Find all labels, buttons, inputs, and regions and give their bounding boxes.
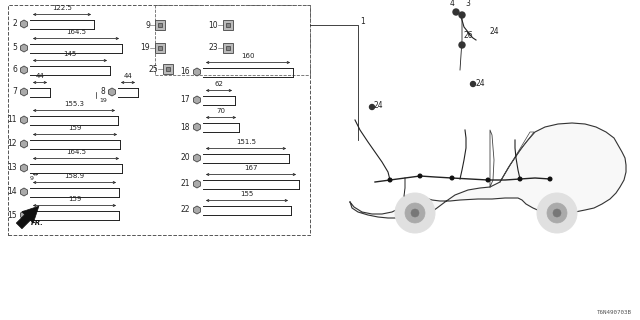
Bar	[163, 64, 173, 74]
Circle shape	[486, 178, 490, 182]
Bar	[226, 23, 230, 27]
Text: 159: 159	[68, 125, 82, 131]
Polygon shape	[20, 44, 28, 52]
Text: 11: 11	[8, 116, 17, 124]
Text: 44: 44	[36, 73, 44, 79]
Text: 15: 15	[8, 211, 17, 220]
Circle shape	[537, 193, 577, 233]
Polygon shape	[20, 20, 28, 28]
Text: 19: 19	[99, 98, 107, 103]
Text: 26: 26	[464, 31, 474, 40]
Bar	[158, 23, 162, 27]
Text: 16: 16	[180, 68, 190, 76]
Text: 22: 22	[180, 205, 190, 214]
Text: 9: 9	[30, 175, 34, 180]
Text: 122.5: 122.5	[52, 5, 72, 11]
Text: 44: 44	[124, 73, 132, 79]
Text: 24: 24	[475, 78, 484, 87]
Text: 24: 24	[374, 101, 383, 110]
Text: 155.3: 155.3	[64, 101, 84, 107]
Circle shape	[470, 82, 476, 86]
Text: 8: 8	[100, 87, 105, 97]
Bar	[223, 43, 233, 53]
Polygon shape	[20, 140, 28, 148]
Polygon shape	[350, 123, 626, 218]
Text: 151.5: 151.5	[236, 139, 256, 145]
Bar	[226, 46, 230, 50]
Bar	[8, 5, 310, 235]
Circle shape	[388, 178, 392, 182]
Circle shape	[418, 174, 422, 178]
Circle shape	[459, 12, 465, 18]
Bar	[223, 20, 233, 30]
Text: 164.5: 164.5	[66, 149, 86, 155]
Text: 12: 12	[8, 140, 17, 148]
Bar	[155, 5, 310, 75]
Text: 25: 25	[148, 65, 158, 74]
Polygon shape	[20, 88, 28, 96]
Text: 3: 3	[465, 0, 470, 8]
Text: 155: 155	[241, 191, 253, 197]
Circle shape	[453, 9, 459, 15]
Circle shape	[405, 203, 425, 223]
Text: 2: 2	[12, 20, 17, 28]
Bar	[155, 43, 165, 53]
Bar	[166, 67, 170, 71]
Circle shape	[548, 177, 552, 181]
Text: 164.5: 164.5	[66, 29, 86, 35]
Text: FR.: FR.	[31, 220, 44, 226]
Polygon shape	[193, 123, 200, 131]
Polygon shape	[20, 188, 28, 196]
Text: 10: 10	[209, 20, 218, 29]
Circle shape	[395, 193, 435, 233]
Polygon shape	[16, 206, 39, 229]
Text: 62: 62	[214, 81, 223, 87]
Text: 145: 145	[63, 51, 77, 57]
Text: T6N490703B: T6N490703B	[597, 310, 632, 315]
Circle shape	[411, 209, 419, 217]
Polygon shape	[20, 66, 28, 74]
Polygon shape	[193, 154, 200, 162]
Text: 5: 5	[12, 44, 17, 52]
Bar	[158, 46, 162, 50]
Text: 9: 9	[145, 20, 150, 29]
Text: 23: 23	[209, 44, 218, 52]
Text: 24: 24	[490, 28, 500, 36]
Text: 70: 70	[216, 108, 225, 114]
Polygon shape	[193, 206, 200, 214]
Text: 160: 160	[241, 53, 255, 59]
Circle shape	[450, 176, 454, 180]
Polygon shape	[109, 88, 115, 96]
Circle shape	[547, 203, 567, 223]
Text: 158.9: 158.9	[65, 173, 84, 179]
Text: 6: 6	[12, 66, 17, 75]
Polygon shape	[20, 211, 28, 219]
Text: 159: 159	[68, 196, 81, 202]
Polygon shape	[193, 96, 200, 104]
Circle shape	[518, 177, 522, 181]
Text: 4: 4	[449, 0, 454, 8]
Text: 14: 14	[8, 188, 17, 196]
Circle shape	[459, 42, 465, 48]
Polygon shape	[193, 68, 200, 76]
Text: 13: 13	[8, 164, 17, 172]
Text: 7: 7	[12, 87, 17, 97]
Text: 167: 167	[244, 165, 258, 171]
Polygon shape	[193, 180, 200, 188]
Text: 1: 1	[360, 18, 365, 27]
Polygon shape	[20, 116, 28, 124]
Bar	[155, 20, 165, 30]
Circle shape	[369, 105, 374, 109]
Text: 17: 17	[180, 95, 190, 105]
Circle shape	[553, 209, 561, 217]
Text: 20: 20	[180, 154, 190, 163]
Text: 18: 18	[180, 123, 190, 132]
Text: 21: 21	[180, 180, 190, 188]
Polygon shape	[20, 164, 28, 172]
Text: 19: 19	[140, 44, 150, 52]
